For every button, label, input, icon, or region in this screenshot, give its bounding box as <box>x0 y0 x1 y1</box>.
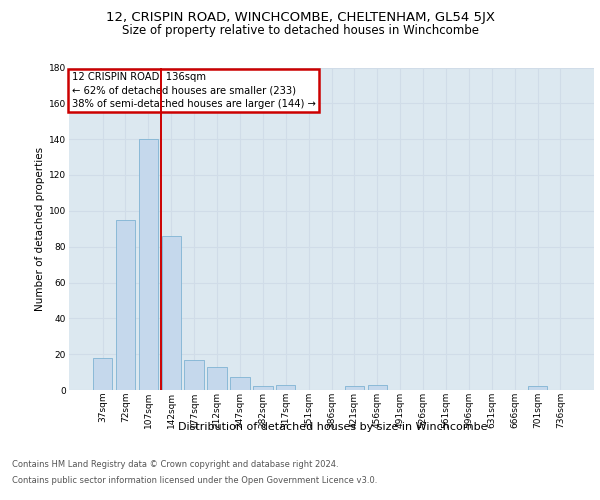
Text: Distribution of detached houses by size in Winchcombe: Distribution of detached houses by size … <box>178 422 488 432</box>
Text: 12, CRISPIN ROAD, WINCHCOMBE, CHELTENHAM, GL54 5JX: 12, CRISPIN ROAD, WINCHCOMBE, CHELTENHAM… <box>106 11 494 24</box>
Bar <box>230 378 250 390</box>
Text: Contains public sector information licensed under the Open Government Licence v3: Contains public sector information licen… <box>12 476 377 485</box>
Text: Contains HM Land Registry data © Crown copyright and database right 2024.: Contains HM Land Registry data © Crown c… <box>12 460 338 469</box>
Bar <box>93 358 112 390</box>
Bar <box>139 139 158 390</box>
Y-axis label: Number of detached properties: Number of detached properties <box>35 146 45 311</box>
Bar <box>184 360 204 390</box>
Bar <box>208 366 227 390</box>
Bar <box>253 386 272 390</box>
Text: 12 CRISPIN ROAD: 136sqm
← 62% of detached houses are smaller (233)
38% of semi-d: 12 CRISPIN ROAD: 136sqm ← 62% of detache… <box>71 72 316 108</box>
Bar <box>528 386 547 390</box>
Text: Size of property relative to detached houses in Winchcombe: Size of property relative to detached ho… <box>121 24 479 37</box>
Bar <box>161 236 181 390</box>
Bar <box>116 220 135 390</box>
Bar <box>344 386 364 390</box>
Bar <box>276 384 295 390</box>
Bar <box>368 384 387 390</box>
